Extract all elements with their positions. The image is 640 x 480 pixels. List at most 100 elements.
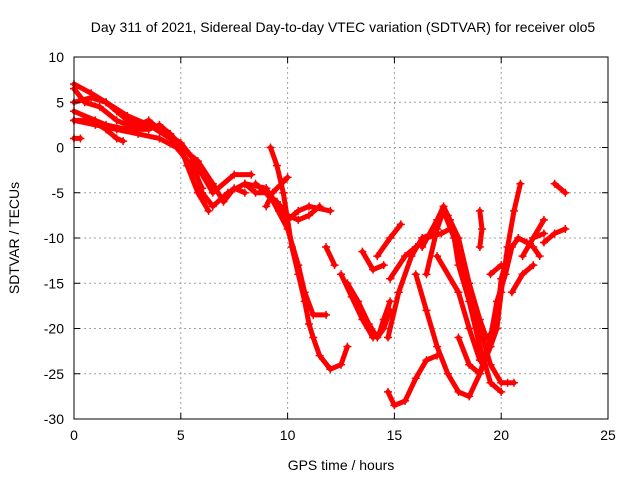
data-point-marker bbox=[337, 270, 345, 279]
data-point-marker bbox=[486, 378, 495, 387]
data-point-marker bbox=[294, 206, 303, 215]
x-tick-label: 15 bbox=[387, 427, 403, 443]
data-point-marker bbox=[134, 129, 143, 138]
data-point-marker bbox=[539, 238, 548, 247]
series-layer bbox=[70, 80, 570, 410]
data-point-marker bbox=[411, 374, 420, 383]
data-point-marker bbox=[112, 116, 121, 125]
series-track-11 bbox=[262, 184, 331, 319]
data-point-marker bbox=[454, 333, 463, 342]
data-point-marker bbox=[561, 224, 570, 233]
series-line bbox=[344, 280, 393, 341]
x-tick-label: 5 bbox=[177, 427, 185, 443]
data-point-marker bbox=[486, 342, 495, 351]
series-line bbox=[323, 244, 338, 268]
data-point-marker bbox=[437, 229, 446, 238]
data-point-marker bbox=[443, 211, 452, 220]
data-point-marker bbox=[230, 170, 239, 179]
x-axis-label: GPS time / hours bbox=[288, 457, 395, 473]
y-tick-label: 5 bbox=[56, 94, 64, 110]
data-point-marker bbox=[322, 243, 331, 252]
data-point-marker bbox=[418, 243, 427, 252]
data-point-marker bbox=[561, 188, 570, 197]
data-point-marker bbox=[475, 315, 484, 324]
data-point-marker bbox=[439, 202, 448, 211]
x-tick-label: 10 bbox=[280, 427, 296, 443]
data-point-marker bbox=[383, 333, 392, 342]
data-point-marker bbox=[497, 387, 506, 396]
data-point-marker bbox=[309, 310, 318, 319]
data-point-marker bbox=[279, 177, 288, 186]
series-line bbox=[445, 212, 500, 341]
data-point-marker bbox=[465, 279, 474, 288]
data-point-marker bbox=[550, 179, 559, 188]
data-point-marker bbox=[396, 220, 405, 229]
y-axis-label: SDTVAR / TECUs bbox=[6, 182, 22, 294]
series-line bbox=[263, 174, 291, 209]
data-point-marker bbox=[497, 261, 506, 270]
series-track-32 bbox=[539, 224, 570, 247]
data-point-marker bbox=[386, 234, 395, 242]
data-point-marker bbox=[550, 229, 559, 238]
data-point-marker bbox=[279, 188, 288, 197]
data-point-marker bbox=[343, 342, 352, 351]
y-tick-label: 0 bbox=[56, 140, 64, 156]
series-track-26 bbox=[454, 252, 512, 378]
data-point-marker bbox=[266, 143, 275, 152]
data-point-marker bbox=[144, 116, 153, 125]
data-point-marker bbox=[87, 93, 96, 102]
data-point-marker bbox=[475, 243, 484, 252]
data-point-marker bbox=[123, 116, 132, 125]
data-point-marker bbox=[477, 224, 486, 233]
data-point-marker bbox=[465, 360, 474, 369]
y-tick-label: -25 bbox=[44, 366, 64, 382]
data-point-marker bbox=[112, 107, 121, 116]
series-track-27 bbox=[475, 206, 486, 252]
data-point-marker bbox=[251, 179, 260, 188]
data-point-marker bbox=[193, 157, 202, 166]
data-point-marker bbox=[304, 211, 313, 220]
data-point-marker bbox=[390, 401, 399, 410]
data-point-marker bbox=[401, 396, 410, 405]
series-track-4 bbox=[70, 93, 256, 197]
data-point-marker bbox=[326, 206, 335, 215]
data-point-marker bbox=[373, 333, 382, 342]
data-point-marker bbox=[364, 319, 373, 328]
y-tick-label: -20 bbox=[44, 321, 64, 337]
series-track-5 bbox=[70, 107, 249, 206]
data-point-marker bbox=[155, 134, 164, 143]
y-tick-label: 10 bbox=[48, 49, 64, 65]
data-point-marker bbox=[326, 365, 335, 374]
data-point-marker bbox=[529, 261, 538, 270]
data-point-marker bbox=[272, 161, 281, 170]
data-point-marker bbox=[315, 351, 324, 360]
data-point-marker bbox=[475, 206, 484, 215]
data-point-marker bbox=[454, 234, 463, 242]
data-point-marker bbox=[475, 369, 484, 378]
series-track-10 bbox=[266, 143, 352, 374]
data-point-marker bbox=[240, 179, 249, 188]
series-track-16 bbox=[358, 247, 388, 274]
data-point-marker bbox=[208, 179, 217, 188]
data-point-marker bbox=[422, 306, 431, 315]
data-point-marker bbox=[268, 188, 277, 197]
x-tick-label: 20 bbox=[493, 427, 509, 443]
data-point-marker bbox=[386, 274, 395, 283]
series-track-31 bbox=[529, 229, 548, 242]
data-point-marker bbox=[422, 356, 431, 365]
data-point-marker bbox=[76, 134, 85, 143]
data-point-marker bbox=[208, 202, 217, 211]
data-point-marker bbox=[510, 378, 519, 387]
series-line bbox=[509, 262, 536, 295]
series-line bbox=[552, 181, 568, 196]
chart-title: Day 311 of 2021, Sidereal Day-to-day VTE… bbox=[91, 19, 596, 35]
data-point-marker bbox=[166, 129, 175, 138]
data-point-marker bbox=[386, 297, 395, 306]
series-track-29 bbox=[507, 261, 538, 297]
data-point-marker bbox=[497, 274, 506, 283]
data-point-marker bbox=[322, 310, 331, 319]
data-point-marker bbox=[433, 252, 442, 261]
series-line bbox=[385, 353, 440, 408]
data-point-marker bbox=[112, 125, 121, 134]
data-point-marker bbox=[373, 252, 382, 261]
